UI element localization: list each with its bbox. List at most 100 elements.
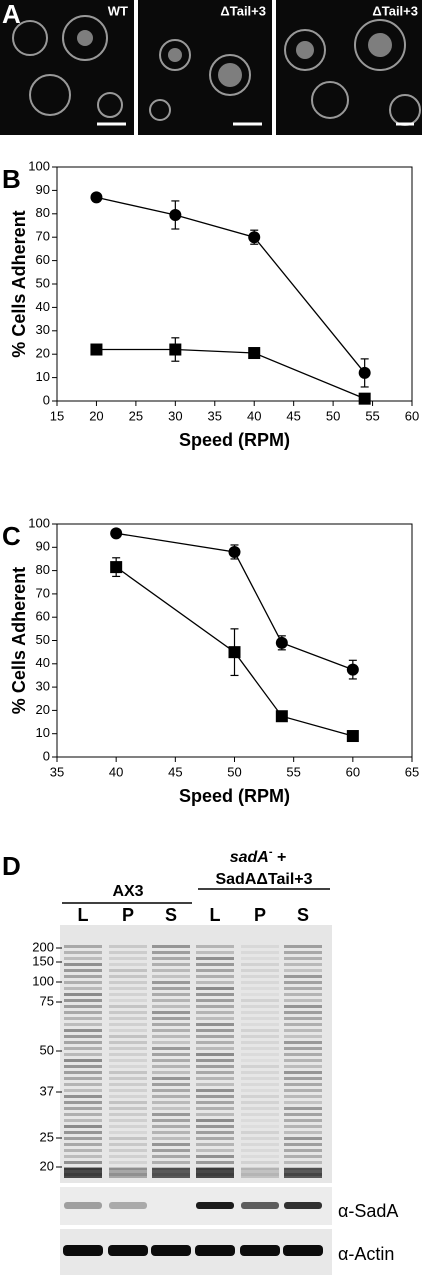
band <box>284 1149 322 1152</box>
band <box>152 999 190 1002</box>
band <box>152 1011 190 1014</box>
y-tick-label: 100 <box>28 158 50 173</box>
band <box>109 987 147 990</box>
band <box>64 1011 102 1014</box>
band <box>196 945 234 948</box>
band <box>196 1029 234 1032</box>
band <box>241 969 279 972</box>
x-tick-label: 45 <box>286 408 300 423</box>
x-tick-label: 40 <box>247 408 261 423</box>
point <box>248 347 261 360</box>
weight-label: 100 <box>32 973 54 988</box>
panel-label: D <box>2 851 21 881</box>
band <box>152 1077 190 1080</box>
band <box>241 1119 279 1122</box>
band <box>64 1149 102 1152</box>
band <box>241 957 279 960</box>
weight-label: 50 <box>40 1042 54 1057</box>
strain: sadA <box>230 849 269 866</box>
band <box>241 1143 279 1146</box>
y-tick-label: 70 <box>36 229 50 244</box>
band <box>284 1011 322 1014</box>
band <box>109 1095 147 1098</box>
band <box>109 1023 147 1026</box>
series-line <box>116 532 354 671</box>
band <box>64 1047 102 1050</box>
band <box>109 1053 147 1056</box>
band <box>109 1011 147 1014</box>
band <box>64 1023 102 1026</box>
band <box>284 1053 322 1056</box>
band <box>64 999 102 1002</box>
band <box>64 1143 102 1146</box>
band <box>64 1095 102 1098</box>
band <box>64 1005 102 1008</box>
band <box>196 1107 234 1110</box>
band <box>64 1161 102 1164</box>
weight-label: 37 <box>40 1083 54 1098</box>
point <box>228 646 241 659</box>
band <box>152 951 190 954</box>
band <box>196 969 234 972</box>
band <box>152 1023 190 1026</box>
point <box>228 545 241 558</box>
y-tick-label: 60 <box>36 609 50 624</box>
band <box>109 1143 147 1146</box>
band <box>109 1125 147 1128</box>
weight-label: 20 <box>40 1158 54 1173</box>
band <box>64 1071 102 1074</box>
band <box>109 1077 147 1080</box>
band <box>196 957 234 960</box>
point <box>169 343 182 356</box>
band <box>241 1113 279 1116</box>
band <box>152 1113 190 1116</box>
x-axis-label: Speed (RPM) <box>179 430 290 450</box>
band <box>109 1168 147 1178</box>
band <box>241 945 279 948</box>
band <box>109 951 147 954</box>
band <box>152 1047 190 1050</box>
band <box>241 1173 279 1176</box>
band <box>64 963 102 966</box>
x-tick-label: 55 <box>286 764 300 779</box>
band <box>196 1065 234 1068</box>
band <box>64 969 102 972</box>
point <box>346 730 359 743</box>
suffix: + <box>273 849 287 866</box>
band <box>284 981 322 984</box>
band <box>284 1017 322 1020</box>
band <box>109 981 147 984</box>
band <box>196 1023 234 1026</box>
band <box>152 1149 190 1152</box>
band <box>64 957 102 960</box>
band <box>64 1137 102 1140</box>
band <box>152 1168 190 1178</box>
y-tick-label: 40 <box>36 299 50 314</box>
band <box>196 981 234 984</box>
band <box>64 1017 102 1020</box>
band <box>284 1155 322 1158</box>
band <box>241 1149 279 1152</box>
band <box>196 1059 234 1062</box>
band <box>284 1095 322 1098</box>
weight-label: 25 <box>40 1129 54 1144</box>
image-label: WT <box>108 3 128 18</box>
band <box>152 1029 190 1032</box>
band <box>64 1107 102 1110</box>
point <box>90 191 103 204</box>
band <box>196 1202 234 1209</box>
band <box>240 1245 280 1256</box>
y-axis-label: % Cells Adherent <box>9 210 29 357</box>
weight-label: 200 <box>32 939 54 954</box>
band <box>284 1125 322 1128</box>
blot-label: α-Actin <box>338 1244 394 1264</box>
y-tick-label: 20 <box>36 702 50 717</box>
band <box>196 993 234 996</box>
band <box>284 1005 322 1008</box>
band <box>64 1155 102 1158</box>
band <box>284 1035 322 1038</box>
band <box>64 1041 102 1044</box>
band <box>152 1125 190 1128</box>
band <box>109 957 147 960</box>
band <box>64 1202 102 1209</box>
